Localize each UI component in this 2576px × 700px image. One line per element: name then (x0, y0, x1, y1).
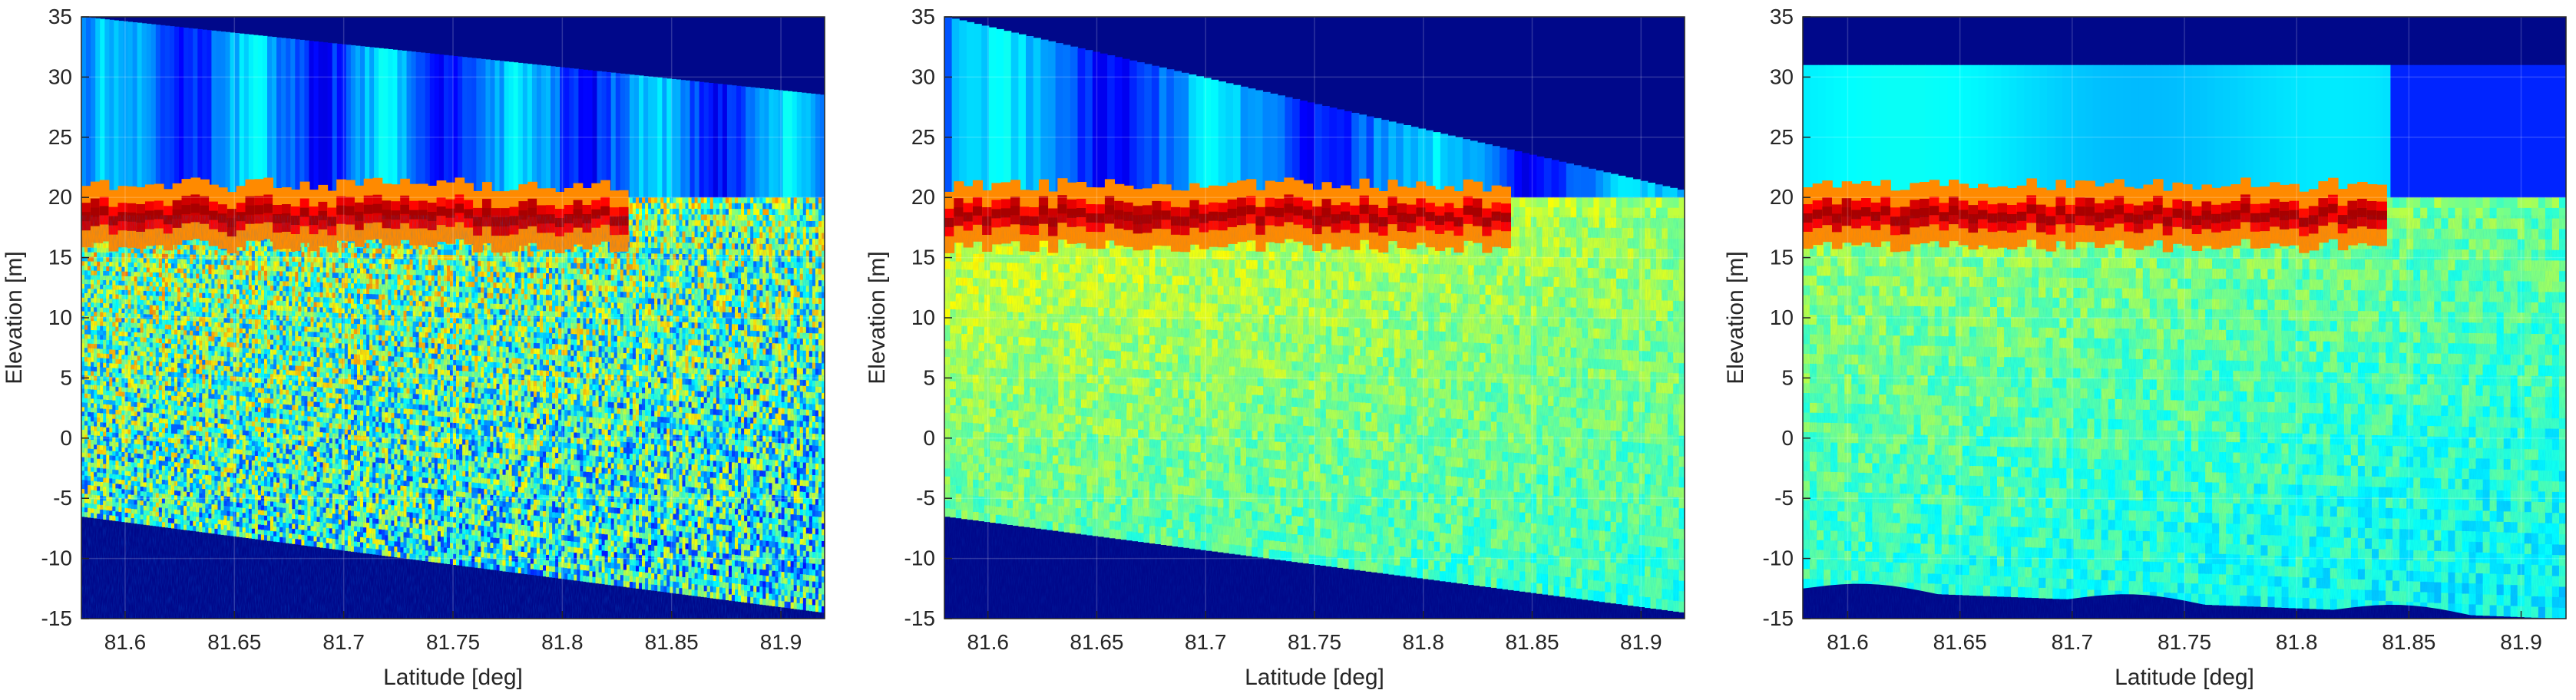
radargram-panel-1 (81, 17, 825, 619)
